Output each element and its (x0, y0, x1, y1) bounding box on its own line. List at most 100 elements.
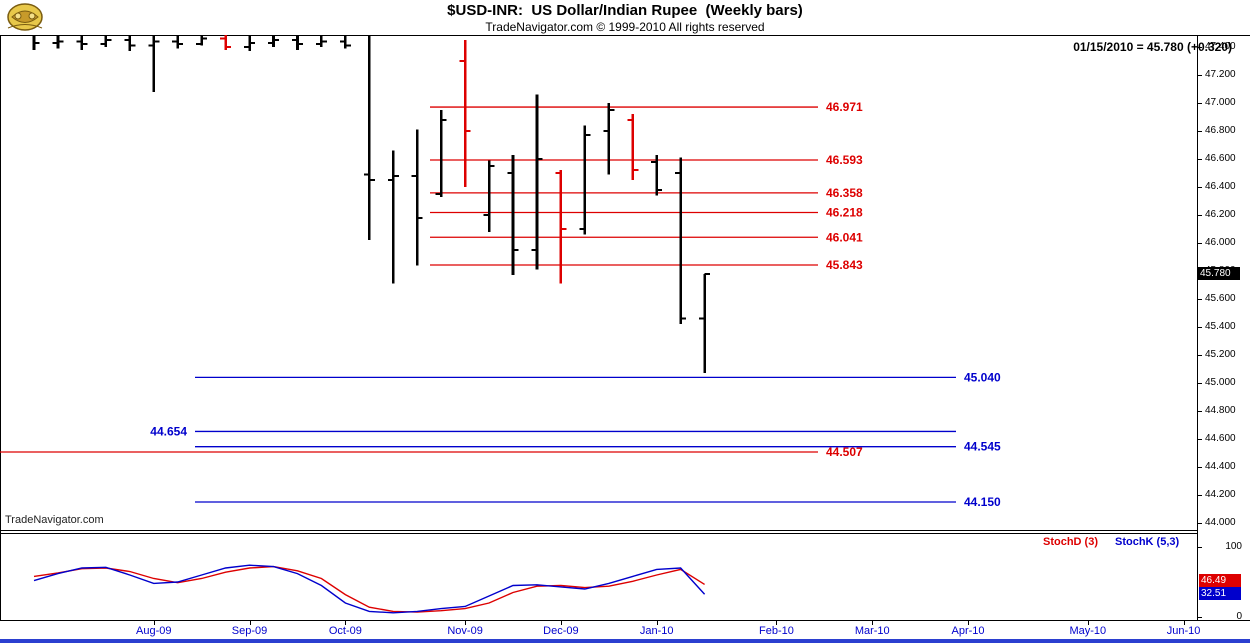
chart-watermark: TradeNavigator.com (5, 514, 104, 526)
price-axis-tick (1197, 298, 1202, 300)
ohlc-bar (411, 129, 423, 266)
price-chart-canvas[interactable]: 46.971 46.593 46.358 46.218 46.041 45.843 45.0… (0, 35, 1197, 530)
ohlc-bar (579, 125, 591, 235)
stochd-line (33, 565, 705, 613)
price-axis-label: 47.000 (1205, 97, 1236, 108)
stoch-axis-min-label: 0 (1236, 611, 1242, 622)
month-tick (656, 621, 658, 625)
price-axis-label: 46.000 (1205, 237, 1236, 248)
stochk-line (33, 564, 706, 614)
last-quote-readout: 01/15/2010 = 45.780 (+0.320) (1073, 40, 1232, 54)
ohlc-bar (100, 35, 112, 47)
plot-top-border (0, 35, 1250, 36)
month-tick (345, 621, 347, 625)
price-axis-label: 44.600 (1205, 433, 1236, 444)
date-axis: Aug-09 Sep-09 Oct-09 Nov-09 Dec-09 Jan-10 Feb-… (0, 620, 1250, 639)
ohlc-bar (363, 35, 375, 241)
level-label: 46.041 (826, 230, 863, 244)
month-tick (560, 621, 562, 625)
stoch-top-border (0, 533, 1197, 534)
stochastic-chart-canvas[interactable] (0, 533, 1197, 620)
price-axis-tick (1197, 354, 1202, 356)
stochd-legend-label: StochD (3) (1043, 536, 1098, 548)
price-axis-tick (1197, 158, 1202, 160)
copyright-line: TradeNavigator.com © 1999-2010 All right… (485, 20, 765, 34)
level-label: 44.507 (826, 445, 863, 459)
plot-bottom-border (0, 530, 1197, 531)
month-tick (776, 621, 778, 625)
price-axis-label: 47.200 (1205, 69, 1236, 80)
ohlc-bar (387, 150, 399, 284)
ohlc-bar (651, 154, 663, 196)
ohlc-bar (627, 114, 639, 180)
ohlc-bar (148, 35, 160, 92)
price-axis-label: 46.200 (1205, 209, 1236, 220)
ohlc-bar (675, 157, 687, 325)
level-label: 45.843 (826, 258, 863, 272)
month-tick (872, 621, 874, 625)
month-tick (1087, 621, 1089, 625)
price-axis-tick (1197, 130, 1202, 132)
ohlc-bar (435, 110, 447, 197)
axis-divider (1197, 35, 1198, 620)
price-axis-tick (1197, 410, 1202, 412)
price-axis-tick (1197, 522, 1202, 524)
tradenavigator-logo (7, 3, 43, 31)
month-label: Jun-10 (1166, 625, 1201, 637)
price-axis-label: 46.600 (1205, 153, 1236, 164)
month-tick (249, 621, 251, 625)
level-label: 44.545 (964, 440, 1001, 454)
price-axis-tick (1197, 466, 1202, 468)
stochd-value-badge: 46.49 (1199, 574, 1241, 587)
ohlc-bar (531, 94, 543, 270)
ohlc-bar (268, 35, 279, 47)
stochk-value-badge: 32.51 (1199, 587, 1241, 600)
price-axis-label: 46.400 (1205, 181, 1236, 192)
ohlc-bar (172, 35, 184, 49)
level-label: 46.358 (826, 186, 863, 200)
ohlc-bar (52, 35, 64, 49)
month-label: Sep-09 (231, 625, 268, 637)
level-label: 46.218 (826, 205, 863, 219)
price-axis-tick (1197, 382, 1202, 384)
price-axis: 47.400 47.200 47.000 46.800 46.600 46.400 46.2… (1197, 35, 1250, 530)
price-axis-label: 45.600 (1205, 293, 1236, 304)
price-axis-label: 45.000 (1205, 377, 1236, 388)
month-label: Mar-10 (854, 625, 890, 637)
month-label: Oct-09 (328, 625, 362, 637)
price-axis-label: 44.400 (1205, 461, 1236, 472)
price-axis-tick (1197, 214, 1202, 216)
level-label: 44.150 (964, 495, 1001, 509)
ohlc-bar (699, 272, 711, 374)
price-axis-tick (1197, 326, 1202, 328)
price-axis-tick (1197, 74, 1202, 76)
price-axis-label: 46.800 (1205, 125, 1236, 136)
ohlc-bar (315, 35, 327, 47)
ohlc-bar (291, 35, 303, 50)
price-axis-label: 45.200 (1205, 349, 1236, 360)
ohlc-bar (220, 35, 232, 50)
stoch-tick-0 (1197, 617, 1202, 618)
price-axis-tick (1197, 438, 1202, 440)
ohlc-bar (555, 170, 567, 284)
month-tick (153, 621, 155, 625)
month-label: May-10 (1069, 625, 1107, 637)
stochk-legend-label: StochK (5,3) (1115, 536, 1180, 548)
stoch-tick-100 (1197, 547, 1202, 548)
level-label: 46.971 (826, 100, 863, 114)
level-label: 45.040 (964, 370, 1001, 384)
month-label: Apr-10 (951, 625, 985, 637)
price-axis-label: 44.000 (1205, 517, 1236, 528)
stoch-bottom-border (0, 620, 1250, 621)
month-tick (465, 621, 467, 625)
month-tick (968, 621, 970, 625)
ohlc-bar (603, 103, 615, 175)
ohlc-bar (459, 40, 471, 187)
ohlc-bar (196, 35, 208, 46)
price-axis-label: 47.400 (1205, 41, 1236, 52)
taskbar-strip[interactable] (0, 639, 1250, 643)
month-label: Jan-10 (639, 625, 674, 637)
ohlc-bar (244, 35, 256, 52)
month-label: Nov-09 (447, 625, 483, 637)
